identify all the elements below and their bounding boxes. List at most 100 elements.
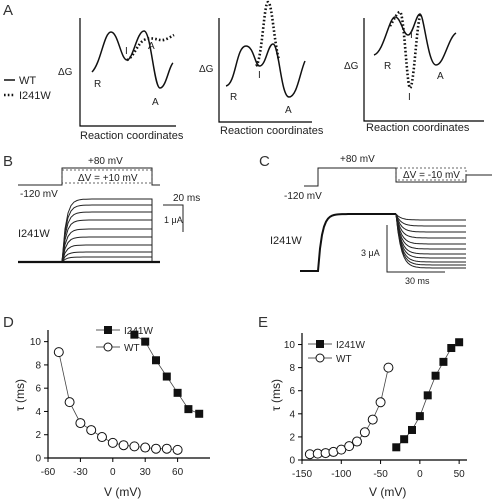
panel-b-trace: [18, 198, 160, 263]
panel-b-trace: [18, 236, 160, 263]
chart-e-ytick-label: 10: [284, 340, 296, 351]
chart-d-wt-point: [64, 397, 75, 408]
chart-d-xtick-label: 0: [110, 467, 116, 478]
chart-e-i241w-point: [455, 338, 464, 347]
panel-b-protocol: +80 mV ΔV = +10 mV -120 mV: [18, 156, 160, 200]
chart-d-wt-point: [97, 432, 107, 443]
diagram-3-state-a: A: [437, 71, 444, 82]
chart-d-ytick-label: 2: [35, 430, 41, 441]
panel-c-scale-bar: 3 μA 30 ms: [361, 225, 445, 286]
chart-e-ytick-label: 6: [289, 386, 295, 397]
chart-d-legend-i241w: I241W: [124, 326, 153, 337]
panel-b-step-voltage: +80 mV: [88, 156, 123, 167]
panel-c-tail-trace: [395, 213, 466, 221]
diagram-3-state-i-mutant: I: [408, 92, 411, 103]
diagram-3-state-i: I: [410, 30, 413, 41]
chart-d-i241w-point: [173, 388, 182, 397]
chart-e-wt-point: [352, 436, 362, 447]
panel-c-activation-trace: [300, 213, 396, 272]
panel-c-label: C: [259, 153, 270, 170]
chart-e-ytick-label: 2: [289, 432, 295, 443]
chart-e-xtick-label: 50: [454, 469, 466, 480]
panel-b-trace: [18, 204, 160, 263]
chart-d-wt-point: [161, 443, 172, 454]
panel-b-trace: [18, 219, 160, 263]
panel-c-protocol: +80 mV ΔV = -10 mV -120 mV: [284, 154, 492, 202]
chart-d-xtick-label: 30: [140, 467, 152, 478]
energy-diagram-3: ΔG Reaction coordinates R I A I: [344, 10, 484, 134]
panel-c-tail-trace: [395, 213, 466, 269]
panel-e-label: E: [258, 314, 268, 331]
chart-d-ytick-label: 6: [35, 384, 41, 395]
panel-c-time-scale: 30 ms: [405, 276, 430, 286]
panel-c-tail-trace: [395, 213, 466, 263]
diagram-1-state-i: I: [125, 46, 128, 57]
panel-c-current-scale: 3 μA: [361, 248, 380, 258]
diagram-2-state-r: R: [230, 92, 237, 103]
chart-e-ylabel: τ (ms): [269, 379, 283, 411]
diagram-3-xlabel: Reaction coordinates: [366, 122, 470, 134]
chart-d-ytick-label: 8: [35, 360, 41, 371]
panel-b-trace: [18, 256, 160, 263]
legend-wt-label: WT: [19, 75, 36, 87]
diagram-1-state-a: A: [152, 97, 159, 108]
panel-b-delta-v: ΔV = +10 mV: [78, 173, 138, 184]
chart-d: V (mV) τ (ms) I241W WT -60 -30 0 30 60 0 2 4 6 8 1…: [13, 326, 210, 499]
chart-e-legend-i241w: I241W: [336, 340, 365, 351]
chart-e: V (mV) τ (ms) I241W WT -150 -100 -50 0 50 0 2 4…: [269, 333, 467, 499]
legend-mutant-label: I241W: [19, 90, 51, 102]
panel-b-trace: [18, 228, 160, 263]
diagram-1-state-r: R: [94, 79, 101, 90]
chart-d-ytick-label: 10: [30, 337, 42, 348]
chart-d-ylabel: τ (ms): [13, 379, 27, 411]
panel-c-tail-trace: [395, 213, 466, 266]
chart-d-xtick-label: 60: [172, 467, 184, 478]
chart-e-wt-point: [375, 397, 386, 408]
chart-d-wt-point: [140, 442, 151, 453]
chart-e-i241w-point: [447, 344, 456, 353]
energy-diagram-2: ΔG Reaction coordinates R I A: [199, 0, 324, 137]
chart-e-i241w-point: [400, 435, 409, 444]
panel-c-construct: I241W: [270, 235, 302, 247]
panel-b-trace: [18, 211, 160, 263]
chart-d-i241w-point: [195, 409, 204, 418]
chart-e-i241w-point: [423, 391, 432, 400]
chart-d-legend-wt: WT: [124, 343, 140, 354]
panel-b-label: B: [3, 153, 13, 170]
chart-d-i241w-point: [130, 330, 139, 339]
panel-c-step-voltage: +80 mV: [340, 154, 375, 165]
chart-e-legend: I241W WT: [308, 340, 365, 365]
chart-e-wt-point: [383, 362, 394, 373]
panel-c-tail-trace: [395, 213, 466, 239]
chart-e-i241w-point: [392, 443, 401, 452]
chart-d-wt-point: [107, 437, 118, 448]
chart-e-wt-point: [344, 441, 355, 452]
panel-b-trace: [18, 251, 160, 263]
chart-e-wt-point: [359, 427, 370, 438]
chart-d-legend: I241W WT: [96, 326, 153, 354]
chart-e-i241w-point: [431, 371, 440, 380]
chart-e-ytick-label: 4: [289, 409, 295, 420]
chart-e-legend-wt: WT: [336, 354, 352, 365]
chart-e-ytick-label: 8: [289, 363, 295, 374]
panel-b-current-traces: [18, 198, 160, 264]
panel-c-tail-trace: [395, 213, 466, 245]
chart-e-xtick-label: 0: [417, 469, 423, 480]
panel-b-trace: [18, 244, 160, 263]
panel-b-current-scale: 1 μA: [164, 215, 183, 225]
chart-d-wt-line: [58, 352, 178, 451]
chart-d-i241w-point: [162, 372, 171, 381]
chart-d-xtick-label: -60: [41, 467, 56, 478]
chart-e-i241w-point: [408, 425, 416, 434]
chart-d-wt-point: [118, 440, 129, 451]
chart-d-xtick-label: -30: [73, 467, 88, 478]
chart-d-i241w-point: [184, 405, 193, 414]
chart-d-xlabel: V (mV): [104, 485, 141, 499]
diagram-3-ylabel: ΔG: [344, 61, 359, 72]
chart-d-wt-point: [151, 443, 161, 454]
panel-b-time-scale: 20 ms: [173, 193, 200, 204]
diagram-2-state-a: A: [285, 105, 292, 116]
chart-d-wt-point: [53, 347, 64, 358]
